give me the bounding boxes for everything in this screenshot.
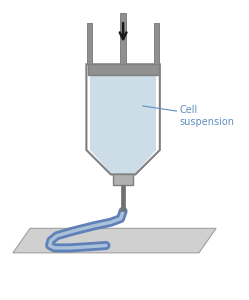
Polygon shape [121, 185, 125, 211]
Polygon shape [90, 64, 156, 150]
Polygon shape [87, 23, 92, 64]
Polygon shape [13, 228, 216, 253]
Polygon shape [88, 64, 159, 75]
Polygon shape [113, 175, 133, 185]
Polygon shape [90, 150, 156, 175]
Text: Cell
suspension: Cell suspension [143, 105, 234, 127]
Polygon shape [121, 13, 126, 64]
Polygon shape [154, 23, 159, 64]
